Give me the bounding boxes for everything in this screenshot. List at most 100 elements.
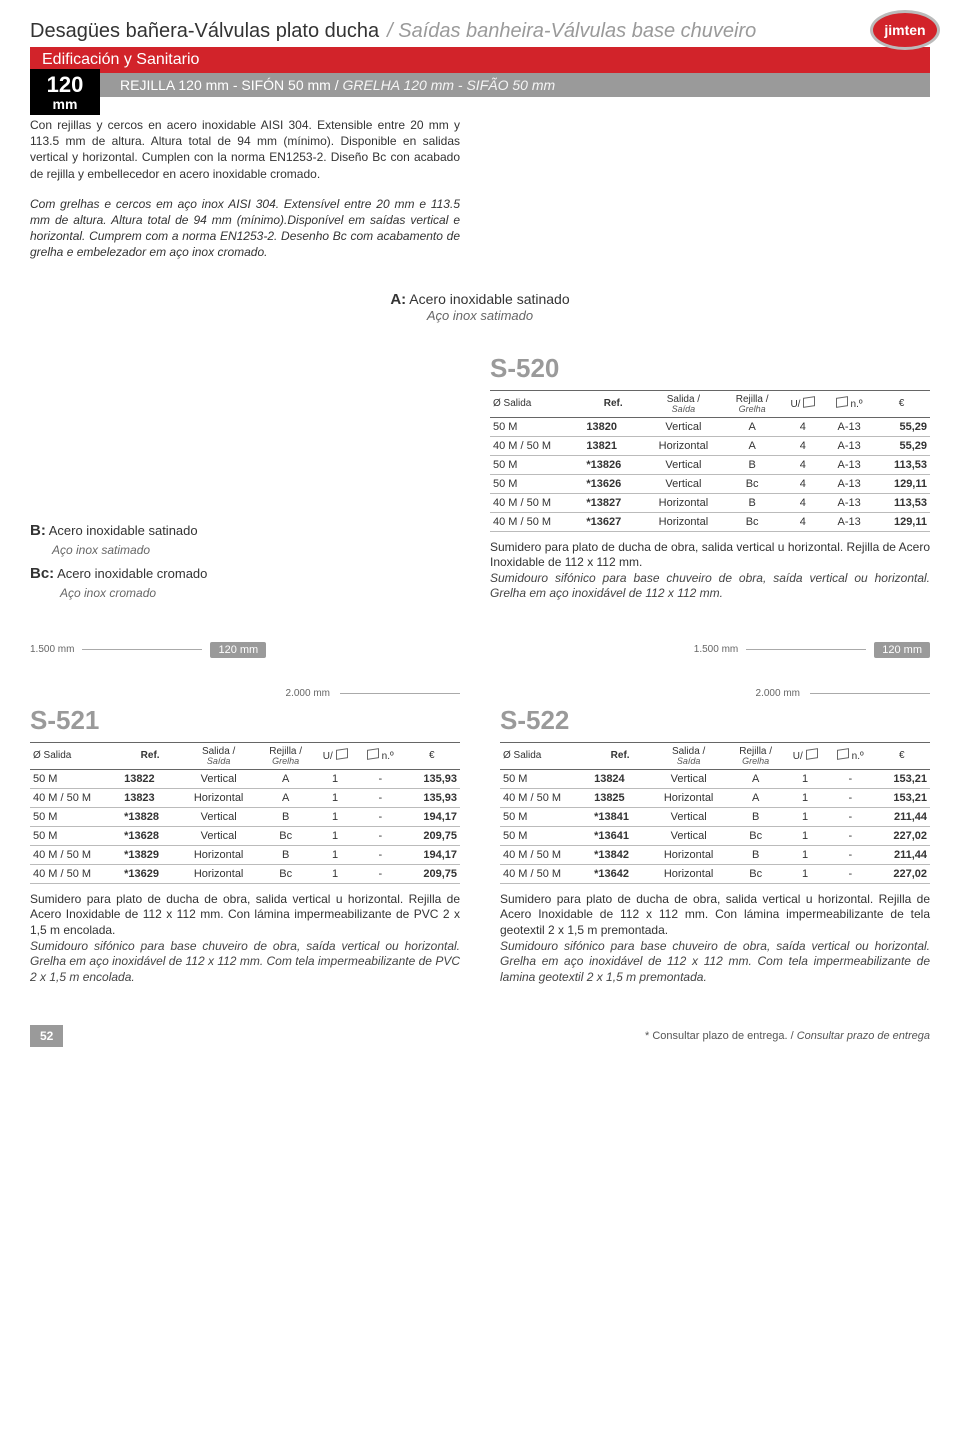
table-row: 40 M / 50 M13821HorizontalA4A-1355,29 — [490, 436, 930, 455]
col-ref: Ref. — [611, 750, 630, 761]
col-eur: € — [874, 742, 930, 769]
cell-ref: 13823 — [121, 788, 179, 807]
cell-saida: Horizontal — [643, 512, 724, 531]
cell-price: 211,44 — [874, 845, 930, 864]
dim-top: 2.000 mm — [30, 688, 460, 699]
cell-ref: 13824 — [591, 769, 649, 788]
cell-u: 1 — [783, 864, 827, 883]
dim-line-icon — [82, 649, 202, 650]
page-number: 52 — [30, 1025, 63, 1047]
cell-saida: Horizontal — [643, 493, 724, 512]
dim-line-icon — [746, 649, 866, 650]
cell-price: 227,02 — [874, 826, 930, 845]
cell-saida: Vertical — [179, 769, 258, 788]
size-unit: mm — [30, 97, 100, 112]
col-saida2: Saída — [182, 757, 255, 766]
cell-ref: 13820 — [583, 417, 643, 436]
cell-price: 129,11 — [873, 474, 930, 493]
product-code-s522: S-522 — [500, 705, 930, 736]
cell-u: 4 — [780, 455, 825, 474]
cell-no: - — [357, 864, 404, 883]
desc-s520-pt: Sumidouro sifónico para base chuveiro de… — [490, 571, 930, 601]
col-salida: Ø Salida — [33, 750, 71, 761]
table-row: 40 M / 50 M*13829HorizontalB1-194,17 — [30, 845, 460, 864]
cell-ref: *13829 — [121, 845, 179, 864]
desc-s520-es: Sumidero para plato de ducha de obra, sa… — [490, 540, 930, 570]
cell-price: 55,29 — [873, 436, 930, 455]
cell-u: 4 — [780, 436, 825, 455]
cell-salida: 40 M / 50 M — [500, 845, 591, 864]
table-row: 40 M / 50 M*13842HorizontalB1-211,44 — [500, 845, 930, 864]
cell-rejilla: A — [724, 436, 781, 455]
cell-no: A-13 — [825, 417, 873, 436]
cell-no: - — [827, 788, 874, 807]
cell-u: 1 — [783, 807, 827, 826]
cell-rejilla: B — [258, 807, 313, 826]
cell-saida: Vertical — [179, 807, 258, 826]
cell-salida: 50 M — [500, 826, 591, 845]
table-row: 50 M*13841VerticalB1-211,44 — [500, 807, 930, 826]
footnote-pt: Consultar prazo de entrega — [797, 1030, 930, 1042]
col-no: n.º — [852, 751, 864, 762]
table-body-s520: 50 M13820VerticalA4A-1355,2940 M / 50 M1… — [490, 417, 930, 531]
col-u: U/ — [790, 399, 800, 410]
variant-bc-pt: Aço inox cromado — [30, 586, 156, 600]
cell-salida: 40 M / 50 M — [30, 864, 121, 883]
title-es: Desagües bañera-Válvulas plato ducha — [30, 20, 379, 43]
table-s522: Ø Salida Ref. Salida /Saída Rejilla /Gre… — [500, 742, 930, 884]
variant-a-es: Acero inoxidable satinado — [409, 291, 569, 307]
cell-saida: Horizontal — [649, 788, 728, 807]
cell-u: 4 — [780, 474, 825, 493]
cell-u: 1 — [783, 788, 827, 807]
cell-no: - — [357, 826, 404, 845]
cell-no: - — [357, 788, 404, 807]
cell-rejilla: A — [258, 769, 313, 788]
col-no: n.º — [382, 751, 394, 762]
cell-no: A-13 — [825, 493, 873, 512]
cell-salida: 50 M — [30, 826, 121, 845]
cell-price: 135,93 — [404, 769, 460, 788]
desc-s522-pt: Sumidouro sifónico para base chuveiro de… — [500, 939, 930, 984]
table-header: Ø Salida Ref. Salida /Saída Rejilla /Gre… — [490, 390, 930, 417]
cell-rejilla: A — [258, 788, 313, 807]
variant-b-block: B: Acero inoxidable satinado Aço inox sa… — [30, 520, 450, 602]
cell-price: 113,53 — [873, 493, 930, 512]
cell-ref: *13642 — [591, 864, 649, 883]
cell-price: 194,17 — [404, 807, 460, 826]
table-header: Ø Salida Ref. Salida /Saída Rejilla /Gre… — [500, 742, 930, 769]
col-u: U/ — [793, 751, 803, 762]
col-rejilla2: Grelha — [731, 757, 780, 766]
cell-no: - — [827, 826, 874, 845]
cell-saida: Vertical — [649, 826, 728, 845]
cell-ref: *13627 — [583, 512, 643, 531]
dim-line-icon — [340, 693, 460, 694]
cell-no: - — [827, 769, 874, 788]
cell-ref: 13821 — [583, 436, 643, 455]
table-body-s521: 50 M13822VerticalA1-135,9340 M / 50 M138… — [30, 769, 460, 883]
col-saida: Salida / — [667, 394, 700, 405]
desc-s521: Sumidero para plato de ducha de obra, sa… — [30, 892, 460, 986]
table-row: 50 M*13628VerticalBc1-209,75 — [30, 826, 460, 845]
cell-saida: Vertical — [649, 769, 728, 788]
cell-saida: Horizontal — [643, 436, 724, 455]
cell-price: 227,02 — [874, 864, 930, 883]
table-row: 50 M*13641VerticalBc1-227,02 — [500, 826, 930, 845]
table-row: 40 M / 50 M13823HorizontalA1-135,93 — [30, 788, 460, 807]
subsection-band: 120 mm REJILLA 120 mm - SIFÓN 50 mm / GR… — [30, 73, 930, 97]
cell-rejilla: A — [724, 417, 781, 436]
cell-salida: 50 M — [30, 769, 121, 788]
variant-bc-es: Acero inoxidable cromado — [57, 566, 207, 581]
cell-rejilla: Bc — [728, 864, 783, 883]
band-text-es: REJILLA 120 mm - SIFÓN 50 mm / — [120, 77, 339, 93]
product-code-s520: S-520 — [490, 353, 930, 384]
cell-rejilla: Bc — [728, 826, 783, 845]
box-icon — [837, 749, 849, 761]
cell-salida: 40 M / 50 M — [490, 512, 583, 531]
table-row: 50 M*13826VerticalB4A-13113,53 — [490, 455, 930, 474]
table-row: 40 M / 50 M*13629HorizontalBc1-209,75 — [30, 864, 460, 883]
size-value: 120 — [30, 73, 100, 97]
cell-salida: 40 M / 50 M — [30, 788, 121, 807]
dim-value: 1.500 mm — [30, 644, 74, 655]
box-icon — [836, 396, 848, 408]
dim-line-icon — [810, 693, 930, 694]
